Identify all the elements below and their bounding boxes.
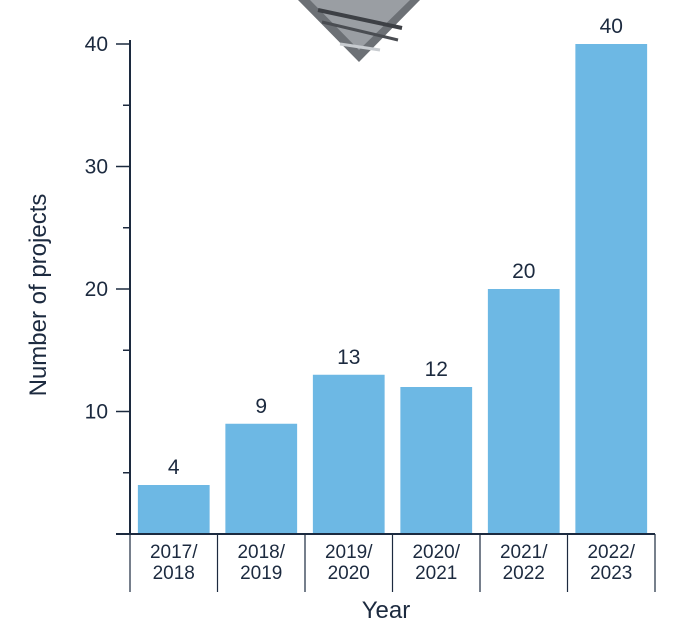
data-label: 12 [425, 358, 448, 381]
x-tick-label: 2017/2018 [150, 542, 198, 584]
y-tick-label: 40 [85, 33, 108, 56]
x-tick-label: 2018/2019 [237, 542, 285, 584]
bar [312, 374, 385, 534]
bar [487, 289, 560, 534]
x-axis-title: Year [362, 597, 411, 622]
data-label: 20 [512, 260, 535, 283]
bar [575, 44, 648, 534]
data-label: 9 [255, 395, 267, 418]
bar [225, 423, 298, 534]
y-tick-label: 10 [85, 401, 108, 424]
x-tick-label: 2019/2020 [325, 542, 373, 584]
x-tick-label: 2020/2021 [412, 542, 460, 584]
x-axis: 2017/2018 2018/2019 2019/2020 2020/2021 2021… [116, 533, 656, 592]
y-tick-label: 30 [85, 156, 108, 179]
data-label: 4 [168, 456, 180, 479]
bar [137, 485, 210, 534]
x-tick-label: 2021/2022 [500, 542, 548, 584]
data-label: 40 [600, 15, 623, 38]
bar [400, 387, 473, 534]
y-tick-label: 20 [85, 278, 108, 301]
x-tick-label: 2022/2023 [587, 542, 635, 584]
data-label: 13 [337, 346, 360, 369]
y-axis: 10 20 30 40 [85, 33, 131, 534]
data-labels: 4 9 13 12 20 40 [168, 15, 623, 479]
y-axis-title: Number of projects [25, 194, 52, 397]
decorative-image-corner [298, 0, 420, 62]
bars [137, 44, 648, 534]
